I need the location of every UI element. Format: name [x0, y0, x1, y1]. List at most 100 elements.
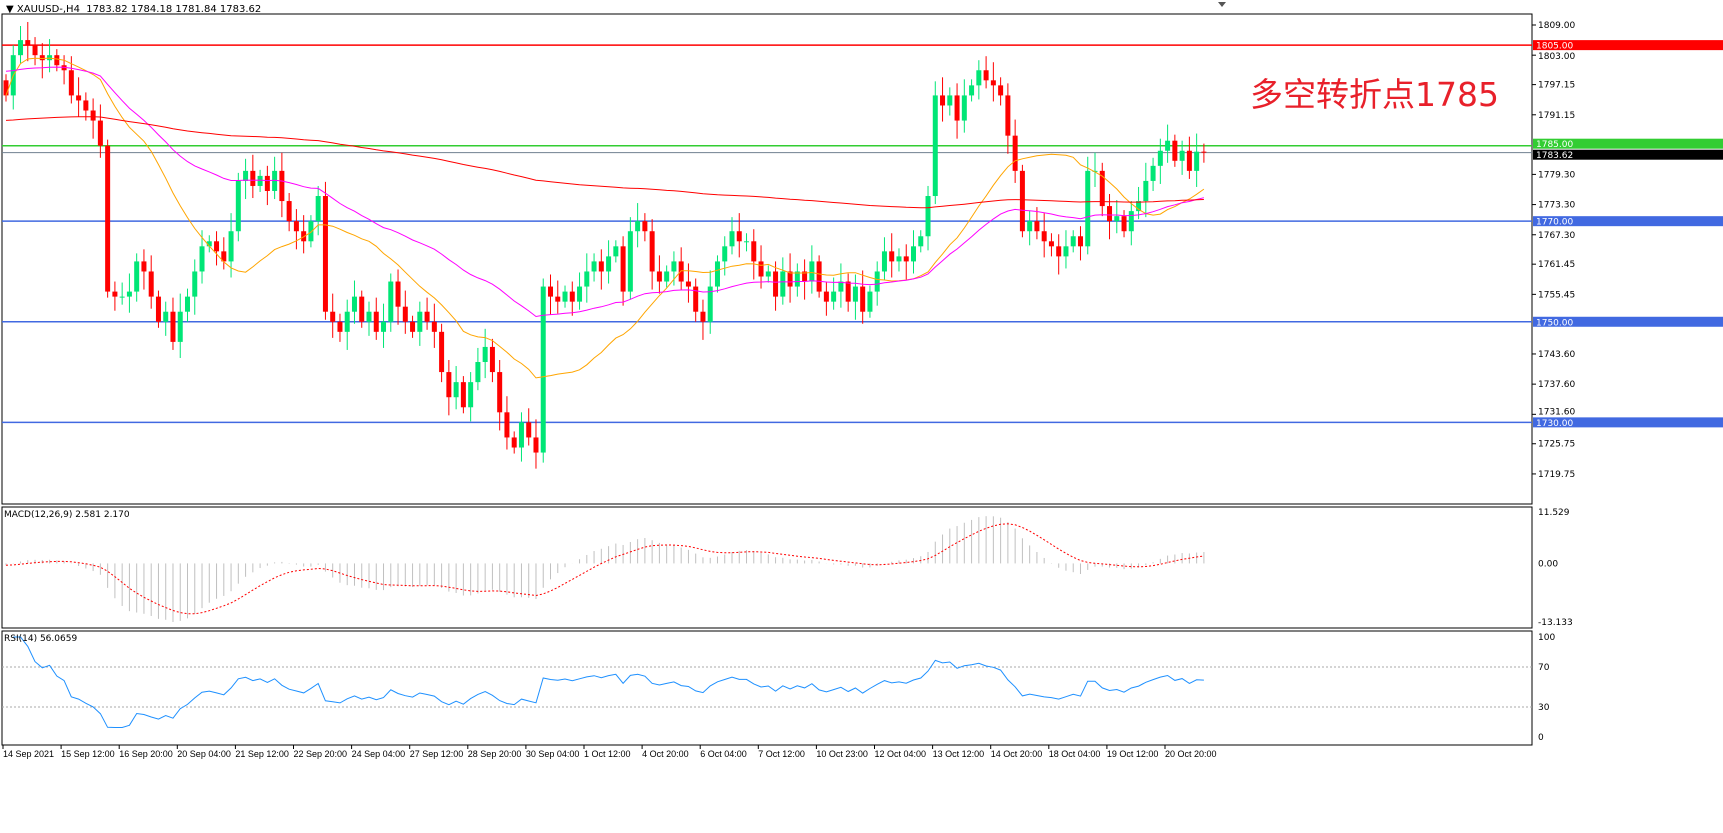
candle — [1121, 210, 1127, 238]
candle-body — [250, 170, 256, 186]
candle — [976, 60, 982, 100]
candle-body — [635, 221, 641, 232]
candle-body — [344, 311, 350, 332]
candle — [758, 245, 764, 289]
candle — [221, 237, 227, 270]
macd-panel-frame — [1, 506, 1533, 629]
candle — [1179, 140, 1185, 175]
candle-body — [526, 422, 532, 438]
candle-body — [83, 100, 89, 111]
candle-body — [112, 291, 118, 297]
candle — [1027, 211, 1033, 246]
candle-body — [533, 437, 539, 453]
candle — [1070, 230, 1076, 253]
candle-body — [439, 331, 445, 373]
candle — [889, 233, 895, 278]
level-label: 1785.00 — [1536, 140, 1573, 150]
candle-body — [1114, 216, 1120, 222]
candle-body — [1150, 165, 1156, 181]
candle-body — [460, 382, 466, 408]
candle-body — [961, 95, 967, 121]
candle — [25, 21, 31, 62]
time-label: 27 Sep 12:00 — [410, 749, 464, 759]
candle — [932, 81, 938, 205]
candle-body — [134, 261, 140, 292]
collapse-triangle-icon[interactable]: ▼ — [6, 4, 14, 15]
candle-body — [1027, 221, 1033, 232]
candle — [1092, 152, 1098, 187]
candle-body — [395, 281, 401, 307]
candle-body — [1107, 206, 1113, 222]
candle — [911, 230, 916, 274]
rsi-tick-label: 0 — [1538, 733, 1544, 743]
price-tick-label: 1761.45 — [1538, 260, 1575, 270]
candle-body — [722, 246, 728, 262]
candle — [635, 203, 641, 248]
candle-body — [1172, 140, 1178, 161]
candle-body — [1179, 150, 1185, 161]
candle-body — [475, 362, 481, 383]
candle — [845, 273, 851, 312]
candle-body — [809, 261, 815, 282]
candle-body — [402, 306, 408, 322]
time-label: 21 Sep 12:00 — [235, 749, 289, 759]
candle — [569, 281, 575, 316]
candle-body — [308, 221, 314, 242]
candle — [381, 303, 387, 348]
candle — [1041, 213, 1047, 258]
candle-body — [932, 95, 938, 197]
candle — [1186, 136, 1192, 179]
candle-body — [852, 286, 858, 302]
price-tick-label: 1737.60 — [1538, 380, 1575, 390]
candle-body — [497, 372, 503, 413]
candle-body — [918, 236, 924, 247]
candle — [511, 431, 517, 454]
candle-body — [32, 45, 38, 56]
macd-label: MACD(12,26,9) 2.581 2.170 — [4, 510, 130, 520]
candle-body — [18, 40, 24, 56]
candle-body — [627, 231, 633, 292]
candle — [1085, 156, 1091, 255]
candle — [206, 235, 212, 253]
candle-body — [823, 291, 829, 302]
candle — [279, 152, 285, 218]
symbol-header: ▼ XAUUSD-,H4 1783.82 1784.18 1781.84 178… — [6, 4, 261, 15]
main-panel-frame — [1, 13, 1533, 505]
price-tick-label: 1773.30 — [1538, 201, 1575, 211]
candle — [714, 255, 720, 293]
price-tick-label: 1803.00 — [1538, 52, 1575, 62]
candle — [126, 273, 132, 313]
candle — [489, 338, 495, 383]
candle — [76, 77, 82, 117]
candle-body — [489, 346, 495, 373]
candle — [199, 230, 205, 284]
candle-body — [562, 291, 568, 302]
rsi-tick-label: 70 — [1538, 663, 1550, 673]
candle-body — [780, 271, 786, 297]
candle — [627, 217, 633, 300]
candle — [896, 248, 902, 272]
candle-body — [954, 95, 960, 121]
candle-body — [264, 175, 270, 191]
candle — [214, 231, 220, 266]
candle-body — [620, 246, 626, 292]
candle-body — [453, 382, 459, 398]
candle-body — [141, 261, 147, 272]
candle-body — [322, 196, 328, 312]
time-label: 22 Sep 20:00 — [294, 749, 348, 759]
candle — [918, 230, 924, 253]
rsi-tick-label: 100 — [1538, 633, 1555, 643]
candle-body — [185, 296, 190, 312]
candle — [613, 240, 619, 263]
candle-body — [206, 241, 212, 247]
candle — [497, 359, 503, 431]
candle — [308, 215, 314, 248]
candle — [192, 259, 198, 315]
candle-body — [983, 70, 989, 81]
candle-body — [1128, 211, 1134, 232]
candle-body — [286, 201, 292, 222]
candle-body — [1005, 95, 1011, 136]
candle — [903, 244, 909, 280]
candle — [351, 280, 357, 324]
